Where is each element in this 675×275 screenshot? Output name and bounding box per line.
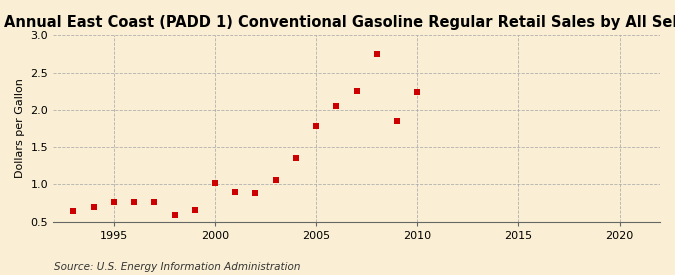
Point [190,208,200,212]
Point [210,181,221,186]
Point [169,213,180,217]
Point [250,191,261,196]
Point [88,205,99,209]
Point [290,155,301,160]
Point [392,119,402,123]
Point [109,200,119,204]
Point [412,90,423,95]
Point [149,200,160,205]
Y-axis label: Dollars per Gallon: Dollars per Gallon [15,79,25,178]
Title: Annual East Coast (PADD 1) Conventional Gasoline Regular Retail Sales by All Sel: Annual East Coast (PADD 1) Conventional … [5,15,675,30]
Point [270,178,281,183]
Point [310,123,321,128]
Point [129,199,140,204]
Point [371,52,382,56]
Point [68,209,79,213]
Point [230,189,240,194]
Point [331,104,342,108]
Text: Source: U.S. Energy Information Administration: Source: U.S. Energy Information Administ… [54,262,300,272]
Point [351,89,362,94]
